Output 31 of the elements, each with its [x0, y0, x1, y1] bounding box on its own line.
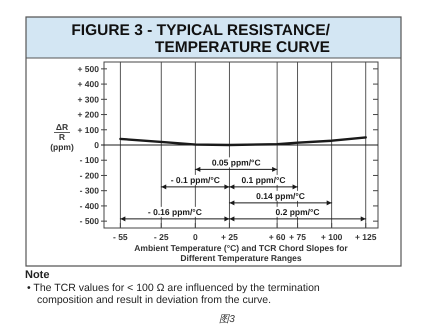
y-tick-label: + 400 [77, 79, 100, 90]
text: Note [25, 269, 50, 281]
series-label: 0.2 ppm/°C [276, 206, 320, 217]
series-label: 0.05 ppm/°C [212, 157, 261, 168]
x-tick-label: + 25 [221, 232, 238, 242]
y-tick-label: + 100 [77, 124, 100, 135]
y-tick-label: - 300 [80, 186, 100, 196]
chart-title: FIGURE 3 - TYPICAL RESISTANCE/ TEMPERATURE CURVE [71, 22, 331, 56]
x-tick-label: + 75 [289, 232, 306, 242]
y-tick-label: - 400 [80, 200, 100, 211]
x-tick-label: - 25 [154, 232, 169, 242]
y-tick-label: + 500 [77, 64, 100, 74]
x-tick-label: + 125 [354, 232, 377, 242]
x-axis-title: Ambient Temperature (°C) and TCR Chord Slopes for Different Temperature Ranges [134, 243, 348, 263]
series-label: 0.1 ppm/°C [241, 174, 286, 185]
y-tick-label: + 200 [77, 110, 100, 120]
series-label: 0.14 ppm/°C [256, 190, 305, 201]
x-tick-label: + 60 [268, 232, 286, 242]
text: • The TCR values for < 100 Ω are influenced by the termination composition and result in deviation from the curve. [27, 282, 320, 306]
y-tick-label: 0 [94, 140, 100, 150]
y-tick-label: - 100 [80, 155, 100, 166]
caption: 图3 [219, 314, 236, 325]
x-tick-label: - 55 [113, 232, 128, 242]
x-tick-label: 0 [192, 232, 198, 242]
series-label: - 0.1 ppm/°C [170, 174, 220, 185]
y-axis-title: ΔR R (ppm) [50, 122, 74, 152]
y-tick-label: - 500 [80, 216, 100, 226]
y-tick-label: + 300 [77, 94, 100, 104]
x-tick-label: + 100 [320, 232, 343, 242]
y-tick-label: - 200 [80, 170, 100, 180]
series-label: - 0.16 ppm/°C [148, 206, 202, 217]
